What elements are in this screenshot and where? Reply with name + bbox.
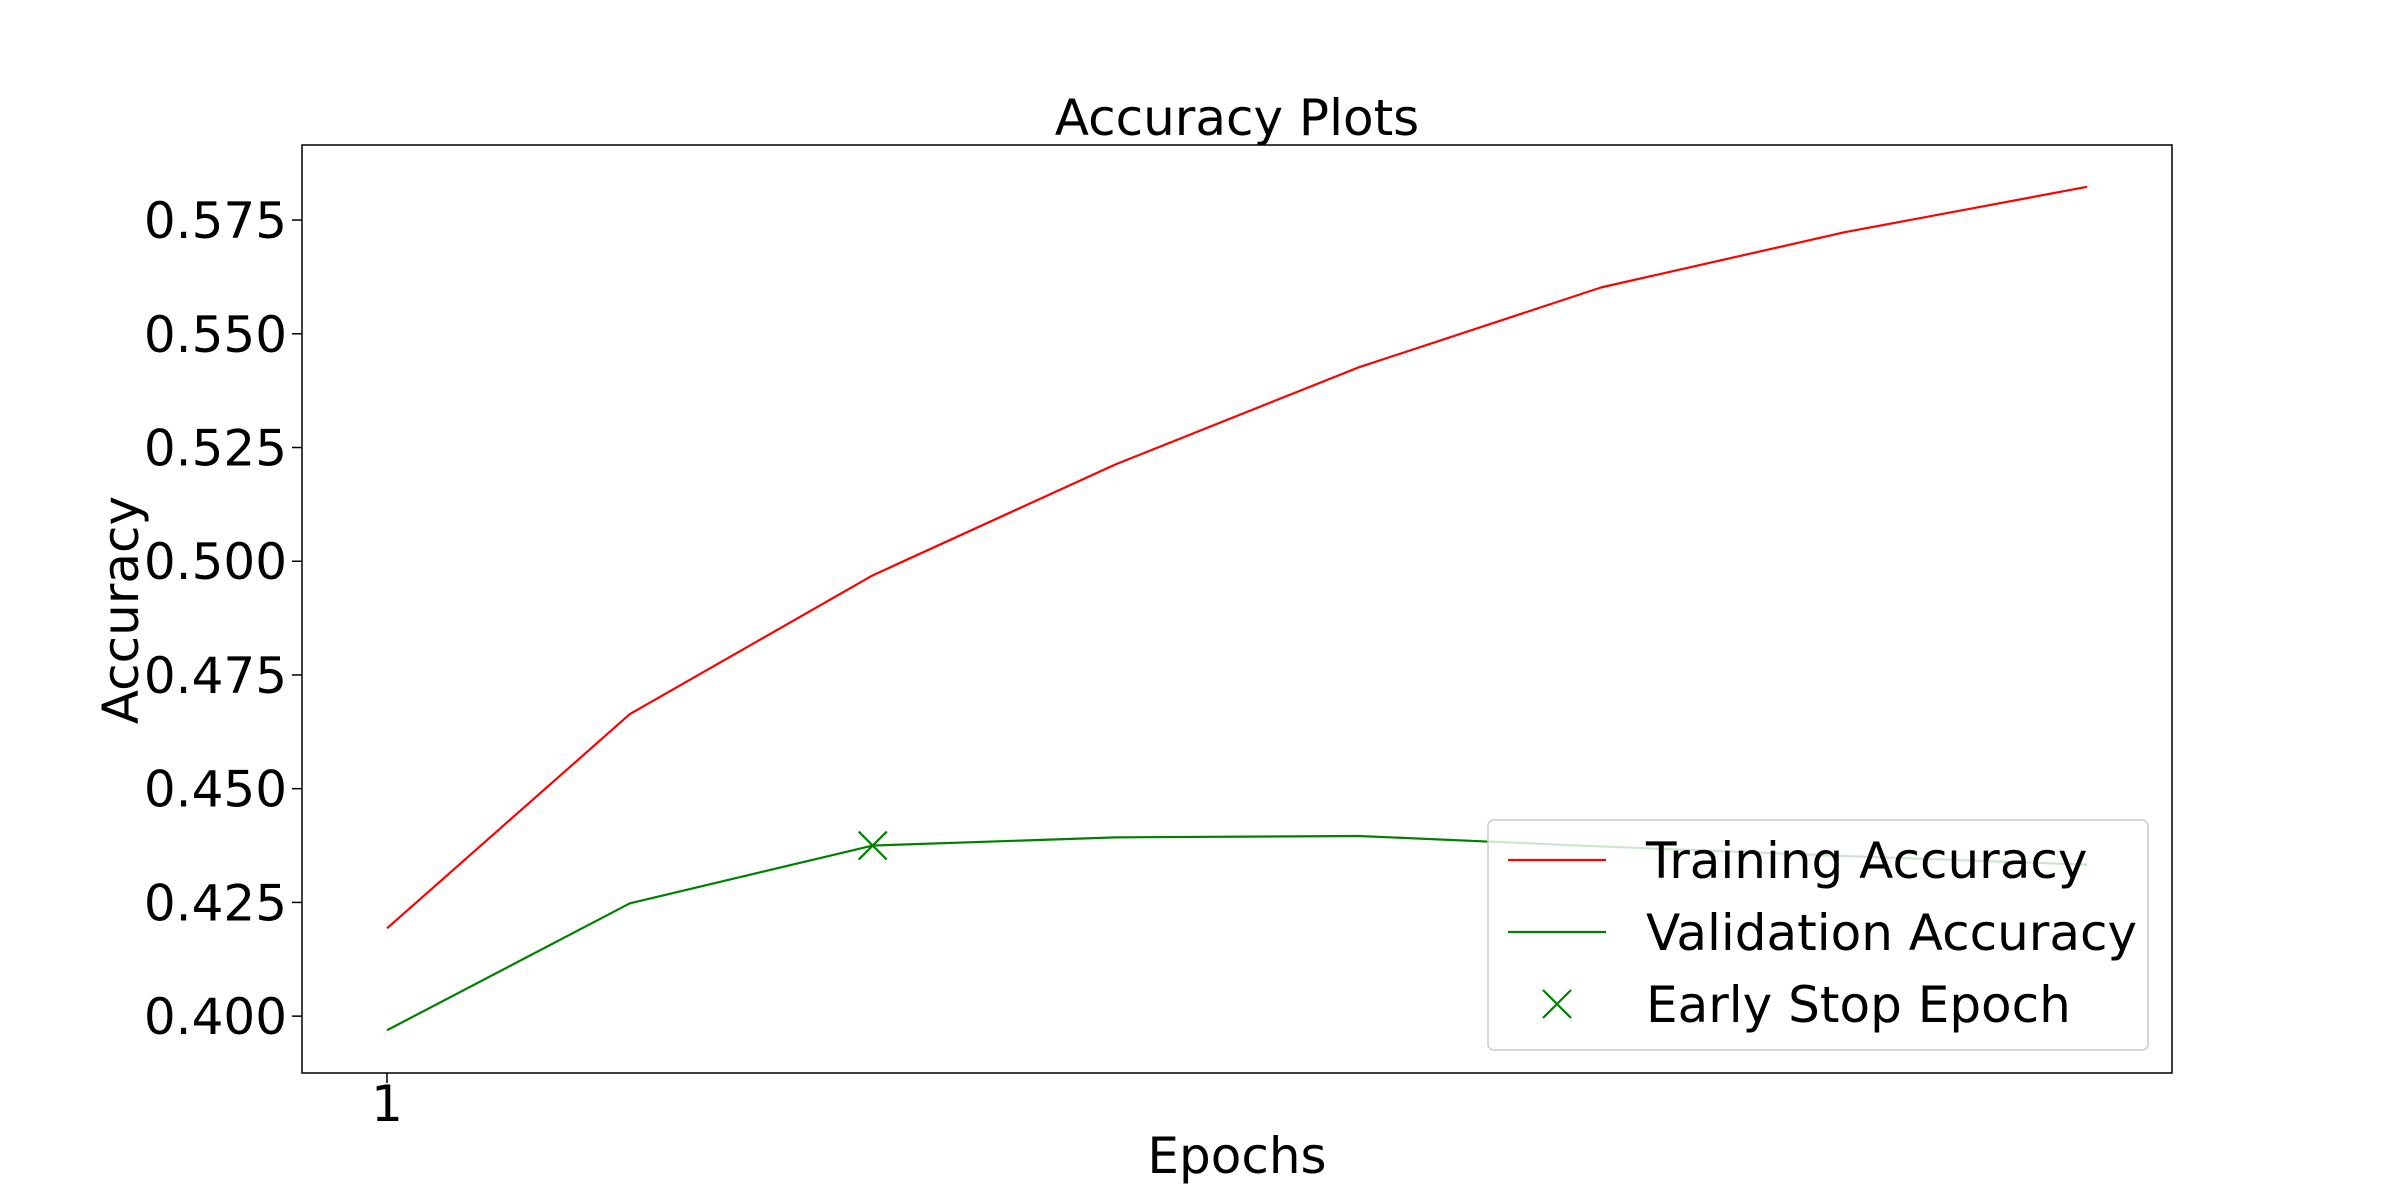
legend-label: Training Accuracy: [1645, 832, 2087, 890]
y-tick-label: 0.525: [144, 420, 287, 478]
legend-label: Early Stop Epoch: [1646, 976, 2071, 1034]
legend-label: Validation Accuracy: [1646, 904, 2137, 962]
y-tick-label: 0.550: [144, 306, 287, 364]
chart-title: Accuracy Plots: [1055, 89, 1419, 147]
legend-marker-swatch: [1542, 989, 1572, 1019]
x-axis: 1: [371, 1073, 403, 1133]
x-tick-label: 1: [371, 1075, 403, 1133]
y-tick-label: 0.575: [144, 192, 287, 250]
legend-box: [1487, 819, 2149, 1051]
training-accuracy-line: [386, 185, 2088, 930]
y-tick-label: 0.425: [144, 874, 287, 932]
y-axis: 0.400 0.425 0.450 0.475 0.500 0.525 0.550 0.575: [144, 192, 302, 1046]
y-tick-label: 0.475: [144, 647, 287, 705]
early-stop-epoch-marker: [857, 830, 888, 861]
marker-group: [857, 830, 888, 861]
y-tick-label: 0.500: [144, 533, 287, 591]
y-tick-label: 0.450: [144, 761, 287, 819]
legend: Training Accuracy Validation Accuracy Earl…: [1487, 819, 2149, 1051]
x-axis-label: Epochs: [1147, 1127, 1326, 1185]
y-tick-label: 0.400: [144, 988, 287, 1046]
y-axis-label: Accuracy: [92, 496, 150, 724]
plot-frame: [301, 144, 2173, 1074]
